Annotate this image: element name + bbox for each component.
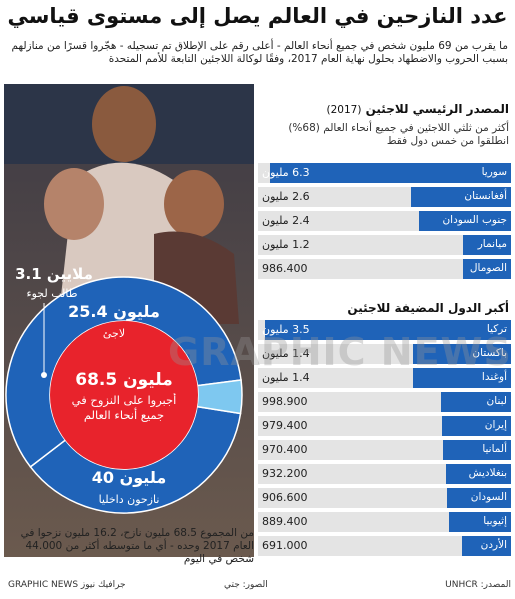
origin-bar-country: جنوب السودان [442,214,507,226]
origin-bar-country: سوريا [481,166,507,178]
origin-year: (2017) [326,104,362,116]
footnote: من المجموع 68.5 مليون نازح، 16.2 مليون ن… [20,527,254,565]
refugee-slice-label: 25.4 مليون [68,302,160,321]
origin-bar-row: الصومال 986.400 [258,259,511,279]
host-bar-row: إثيوبيا 889.400 [258,512,511,532]
host-bar-row: بنغلاديش 932.200 [258,464,511,484]
host-bar-value: 932.200 [262,467,308,480]
host-bar-country: ألمانيا [482,443,507,455]
hosts-title: أكبر الدول المضيفة للاجئين [347,301,509,315]
host-bar [445,464,511,484]
host-bar [440,392,511,412]
host-bar-value: 970.400 [262,443,308,456]
origin-bar [411,187,511,207]
host-bar-country: إيران [484,419,507,431]
host-bar-row: تركيا 3.5 مليون [258,320,511,340]
host-bar-value: 889.400 [262,515,308,528]
host-bar-value: 691.000 [262,539,308,552]
donut-center [50,321,198,469]
host-bar [442,440,511,460]
origin-bar [463,259,511,279]
origin-bar-row: جنوب السودان 2.4 مليون [258,211,511,231]
host-bar-country: تركيا [486,323,507,335]
host-bar-row: أوغندا 1.4 مليون [258,368,511,388]
host-bar-row: إيران 979.400 [258,416,511,436]
host-bar-country: باكستان [472,347,507,359]
host-bar-value: 1.4 مليون [262,347,310,360]
host-bar [447,488,511,508]
host-bar-value: 906.600 [262,491,308,504]
host-bar-value: 979.400 [262,419,308,432]
host-bar-country: لبنان [486,395,507,407]
host-bar-row: لبنان 998.900 [258,392,511,412]
origin-bar-country: ميانمار [477,238,507,250]
host-bar [462,536,511,556]
origin-bar-track [258,259,511,279]
intro-text: ما يقرب من 69 مليون شخص في جميع أنحاء ال… [11,40,508,65]
donut-center-subtitle-box: أجبروا على النزوح في جميع أنحاء العالم [71,393,177,422]
origin-subtitle: أكثر من ثلثي اللاجئين في جميع أنحاء العا… [288,122,509,147]
origin-bar-row: ميانمار 1.2 مليون [258,235,511,255]
host-bar [448,512,511,532]
idp-slice-label: 40 مليون [92,468,167,487]
host-bar-value: 1.4 مليون [262,371,310,384]
displacement-donut-chart: 68.5 مليون أجبروا على النزوح في جميع أنح… [5,265,243,514]
source-credit: المصدر: UNHCR [445,580,511,590]
origin-title-text: المصدر الرئيسي للاجئين [365,102,509,116]
origin-bar-country: أفغانستان [464,190,507,202]
origin-bar [419,211,511,231]
donut-center-subtitle: أجبروا على النزوح في جميع أنحاء العالم [71,393,177,422]
host-bar-track [258,536,511,556]
graphic-news-credit: GRAPHIC NEWS جرافيك نيوز [8,580,126,590]
host-bar [442,416,511,436]
asylum-slice-label: 3.1 ملايين [15,265,93,283]
origin-bar [269,163,511,183]
host-bar [265,320,511,340]
host-bar [412,368,511,388]
origin-bar-value: 986.400 [262,262,308,275]
origin-bar-value: 1.2 مليون [262,238,310,251]
host-bar-row: باكستان 1.4 مليون [258,344,511,364]
idp-slice-sublabel: نازحون داخليا [99,493,160,506]
origin-bar-value: 2.4 مليون [262,214,310,227]
origin-bar-value: 2.6 مليون [262,190,310,203]
host-bar-track [258,512,511,532]
host-bar-country: إثيوبيا [483,515,507,527]
origin-bar-track [258,235,511,255]
origin-bar-value: 6.3 مليون [262,166,310,179]
donut-center-total: 68.5 مليون [75,370,172,390]
host-bar-row: السودان 906.600 [258,488,511,508]
origin-bar-country: الصومال [469,262,507,274]
host-bar-country: السودان [470,491,507,503]
host-bar-row: ألمانيا 970.400 [258,440,511,460]
origin-bar-row: أفغانستان 2.6 مليون [258,187,511,207]
asylum-leader-dot [41,372,47,378]
headline: عدد النازحين في العالم يصل إلى مستوى قيا… [7,4,508,28]
host-bar-country: بنغلاديش [468,467,507,479]
host-bar-row: الأردن 691.000 [258,536,511,556]
refugee-slice-sublabel: لاجئ [103,327,125,340]
host-bar [412,344,511,364]
asylum-slice-sublabel: طالب لجوء [26,287,77,300]
host-bar-country: أوغندا [481,371,507,383]
host-bar-value: 998.900 [262,395,308,408]
origin-bar [463,235,511,255]
host-bar-value: 3.5 مليون [262,323,310,336]
origin-title: المصدر الرئيسي للاجئين (2017) [326,102,509,116]
photo-credit: الصور: جتي [224,580,268,590]
origin-bar-row: سوريا 6.3 مليون [258,163,511,183]
host-bar-country: الأردن [480,539,507,551]
